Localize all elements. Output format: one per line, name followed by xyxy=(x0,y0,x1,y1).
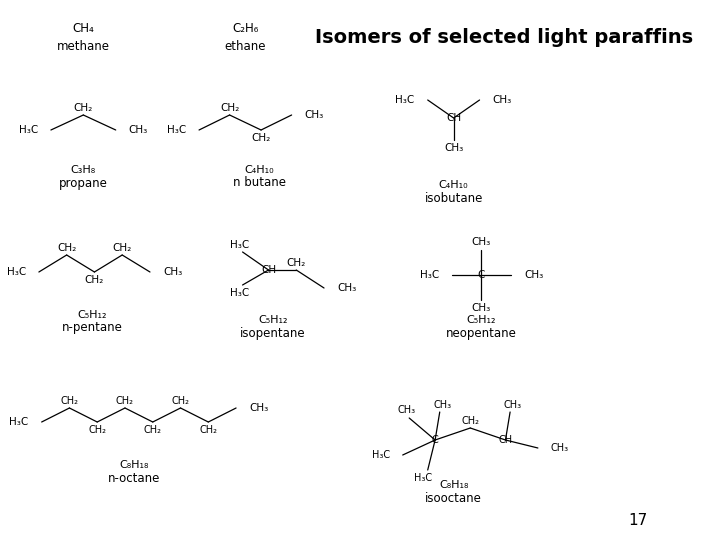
Text: CH₂: CH₂ xyxy=(462,416,480,426)
Text: H₃C: H₃C xyxy=(9,417,29,427)
Text: C₈H₁₈: C₈H₁₈ xyxy=(439,480,468,490)
Text: CH₃: CH₃ xyxy=(433,400,451,410)
Text: C₂H₆: C₂H₆ xyxy=(232,22,258,35)
Text: C₄H₁₀: C₄H₁₀ xyxy=(438,180,469,190)
Text: H₃C: H₃C xyxy=(372,450,390,460)
Text: CH₂: CH₂ xyxy=(60,396,78,406)
Text: H₃C: H₃C xyxy=(167,125,186,135)
Text: CH: CH xyxy=(446,113,462,123)
Text: CH₃: CH₃ xyxy=(444,143,463,153)
Text: 17: 17 xyxy=(629,513,648,528)
Text: CH₃: CH₃ xyxy=(337,283,356,293)
Text: C₅H₁₂: C₅H₁₂ xyxy=(78,310,107,320)
Text: H₃C: H₃C xyxy=(395,95,415,105)
Text: n-pentane: n-pentane xyxy=(62,321,123,334)
Text: n-octane: n-octane xyxy=(108,471,161,484)
Text: ethane: ethane xyxy=(225,39,266,52)
Text: CH₂: CH₂ xyxy=(287,258,306,268)
Text: CH₃: CH₃ xyxy=(129,125,148,135)
Text: CH₃: CH₃ xyxy=(249,403,269,413)
Text: methane: methane xyxy=(57,39,110,52)
Text: H₃C: H₃C xyxy=(19,125,38,135)
Text: CH₂: CH₂ xyxy=(171,396,189,406)
Text: Isomers of selected light paraffins: Isomers of selected light paraffins xyxy=(315,28,693,47)
Text: CH₂: CH₂ xyxy=(89,425,107,435)
Text: C: C xyxy=(477,270,485,280)
Text: n butane: n butane xyxy=(233,177,286,190)
Text: CH₃: CH₃ xyxy=(397,405,415,415)
Text: CH₂: CH₂ xyxy=(112,243,132,253)
Text: CH₃: CH₃ xyxy=(492,95,512,105)
Text: CH₂: CH₂ xyxy=(199,425,217,435)
Text: C₅H₁₂: C₅H₁₂ xyxy=(467,315,496,325)
Text: C: C xyxy=(432,435,438,445)
Text: CH₂: CH₂ xyxy=(73,103,93,113)
Text: CH: CH xyxy=(261,265,276,275)
Text: H₃C: H₃C xyxy=(420,270,438,280)
Text: CH₃: CH₃ xyxy=(305,110,324,120)
Text: CH₃: CH₃ xyxy=(472,303,491,313)
Text: isopentane: isopentane xyxy=(240,327,306,340)
Text: CH₃: CH₃ xyxy=(472,237,491,247)
Text: propane: propane xyxy=(59,177,108,190)
Text: CH₃: CH₃ xyxy=(551,443,569,453)
Text: neopentane: neopentane xyxy=(446,327,517,340)
Text: CH₃: CH₃ xyxy=(163,267,182,277)
Text: CH₃: CH₃ xyxy=(524,270,544,280)
Text: isooctane: isooctane xyxy=(426,491,482,504)
Text: C₃H₈: C₃H₈ xyxy=(71,165,96,175)
Text: isobutane: isobutane xyxy=(425,192,483,205)
Text: C₅H₁₂: C₅H₁₂ xyxy=(258,315,288,325)
Text: CH₂: CH₂ xyxy=(116,396,134,406)
Text: CH₂: CH₂ xyxy=(220,103,239,113)
Text: CH: CH xyxy=(498,435,513,445)
Text: CH₄: CH₄ xyxy=(73,22,94,35)
Text: H₃C: H₃C xyxy=(230,288,249,298)
Text: C₄H₁₀: C₄H₁₀ xyxy=(244,165,274,175)
Text: C₈H₁₈: C₈H₁₈ xyxy=(120,460,149,470)
Text: CH₂: CH₂ xyxy=(57,243,76,253)
Text: CH₂: CH₂ xyxy=(251,133,271,143)
Text: CH₂: CH₂ xyxy=(144,425,162,435)
Text: H₃C: H₃C xyxy=(6,267,26,277)
Text: CH₃: CH₃ xyxy=(504,400,522,410)
Text: CH₂: CH₂ xyxy=(85,275,104,285)
Text: H₃C: H₃C xyxy=(230,240,249,250)
Text: H₃C: H₃C xyxy=(414,473,432,483)
